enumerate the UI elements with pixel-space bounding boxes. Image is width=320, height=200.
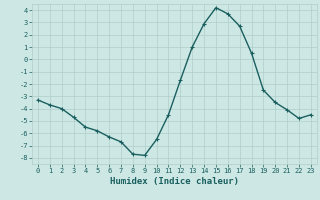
X-axis label: Humidex (Indice chaleur): Humidex (Indice chaleur) xyxy=(110,177,239,186)
